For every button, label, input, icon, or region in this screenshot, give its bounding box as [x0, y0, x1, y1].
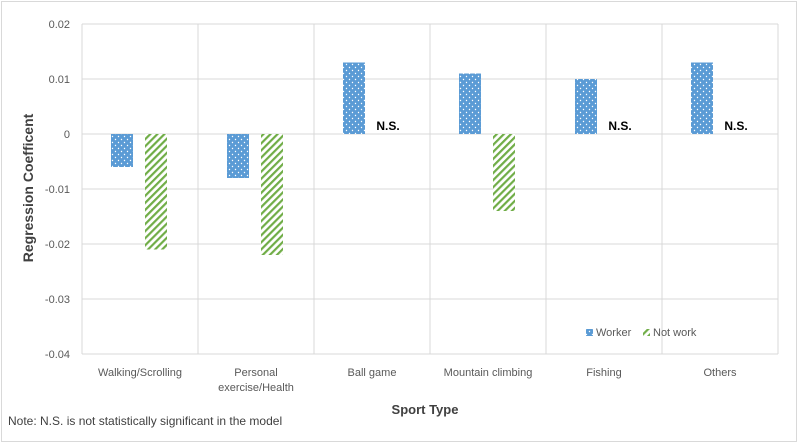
bar-worker	[343, 62, 365, 134]
bar-worker	[691, 62, 713, 134]
footnote: Note: N.S. is not statistically signific…	[8, 414, 283, 428]
y-tick-label: -0.02	[45, 239, 70, 251]
x-tick-line: Others	[703, 367, 737, 379]
x-tick-label: Personal exercise/Health	[218, 367, 294, 394]
x-tick-label: Others	[703, 367, 737, 379]
legend-swatch-worker	[586, 329, 593, 336]
ns-label: N.S.	[608, 119, 631, 133]
x-tick-line: Ball game	[348, 367, 397, 379]
bar-worker	[227, 134, 249, 178]
x-tick-label: Walking/Scrolling	[98, 367, 182, 379]
legend-label: Worker	[596, 327, 632, 339]
y-tick-label: 0.01	[49, 74, 70, 86]
x-tick-line: exercise/Health	[218, 382, 294, 394]
y-axis-title: Regression Coefficent	[20, 113, 36, 262]
y-tick-label: -0.04	[45, 349, 70, 361]
bar-not-work	[493, 134, 515, 211]
grid-layer	[81, 23, 779, 355]
x-axis-title: Sport Type	[392, 402, 459, 417]
x-tick-label: Ball game	[348, 367, 397, 379]
y-tick-label: -0.01	[45, 184, 70, 196]
x-tick-line: Personal	[234, 367, 277, 379]
bar-not-work	[145, 134, 167, 250]
x-tick-line: Fishing	[586, 367, 621, 379]
x-tick-label: Mountain climbing	[444, 367, 533, 379]
ns-label: N.S.	[376, 119, 399, 133]
x-tick-line: Walking/Scrolling	[98, 367, 182, 379]
bar-worker	[575, 79, 597, 134]
bar-worker	[459, 73, 481, 134]
label-layer: 0.02 0.01 0 -0.01 -0.02 -0.03 -0.04 Walking/Scr…	[45, 19, 748, 394]
legend-swatch-not-work	[643, 329, 650, 336]
y-tick-label: 0	[64, 129, 70, 141]
bar-layer	[111, 62, 713, 255]
bar-worker	[111, 134, 133, 167]
x-tick-label: Fishing	[586, 367, 621, 379]
x-tick-line: Mountain climbing	[444, 367, 533, 379]
y-tick-label: -0.03	[45, 294, 70, 306]
legend-label: Not work	[653, 327, 697, 339]
y-tick-label: 0.02	[49, 19, 70, 31]
ns-label: N.S.	[724, 119, 747, 133]
bar-not-work	[261, 134, 283, 255]
